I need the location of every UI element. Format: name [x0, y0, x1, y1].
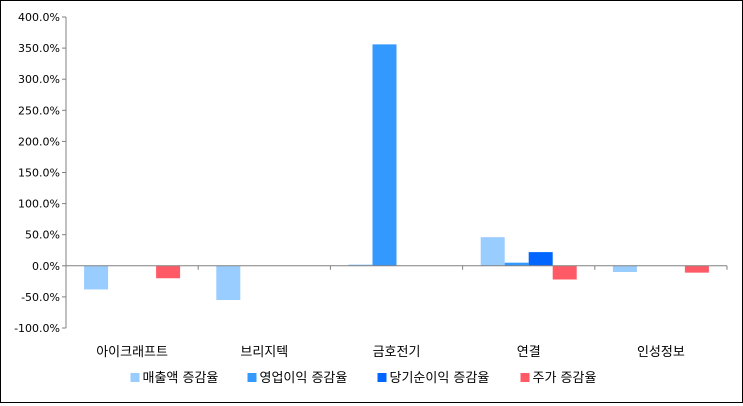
bar-4-아이크래프트 — [156, 265, 181, 279]
y-tick-label: 0.0% — [32, 260, 60, 273]
y-tick-label: 250.0% — [18, 104, 60, 117]
y-tick-label: 400.0% — [18, 11, 60, 24]
y-tick-label: 300.0% — [18, 73, 60, 86]
legend-label: 영업이익 증감율 — [260, 371, 348, 386]
y-tick-label: 50.0% — [25, 229, 60, 242]
bar-2-연결 — [504, 262, 529, 266]
y-tick-label: 200.0% — [18, 135, 60, 148]
bar-2-금호전기 — [372, 44, 397, 266]
category-label: 인성정보 — [637, 345, 685, 360]
legend-swatch — [520, 373, 530, 382]
bar-1-인성정보 — [612, 265, 637, 273]
bar-4-연결 — [552, 265, 577, 280]
y-tick-label: -100.0% — [14, 322, 60, 335]
category-label: 금호전기 — [373, 345, 421, 360]
y-tick-label: -50.0% — [21, 291, 60, 304]
y-tick-label: 150.0% — [18, 167, 60, 180]
bar-3-연결 — [528, 252, 553, 266]
bar-1-브리지텍 — [216, 265, 241, 301]
legend-label: 매출액 증감율 — [143, 371, 219, 386]
legend-swatch — [130, 373, 140, 382]
category-label: 브리지텍 — [240, 345, 288, 360]
bar-1-금호전기 — [348, 264, 373, 266]
bar-1-아이크래프트 — [84, 265, 109, 290]
bar-4-인성정보 — [684, 265, 709, 273]
y-tick-label: 350.0% — [18, 42, 60, 55]
legend-swatch — [247, 373, 257, 382]
category-label: 연결 — [517, 345, 541, 360]
legend-label: 주가 증감율 — [533, 371, 597, 386]
y-tick-label: 100.0% — [18, 198, 60, 211]
legend-swatch — [377, 373, 387, 382]
category-label: 아이크래프트 — [96, 345, 168, 360]
bar-1-연결 — [480, 237, 505, 266]
legend-label: 당기순이익 증감율 — [390, 371, 490, 386]
